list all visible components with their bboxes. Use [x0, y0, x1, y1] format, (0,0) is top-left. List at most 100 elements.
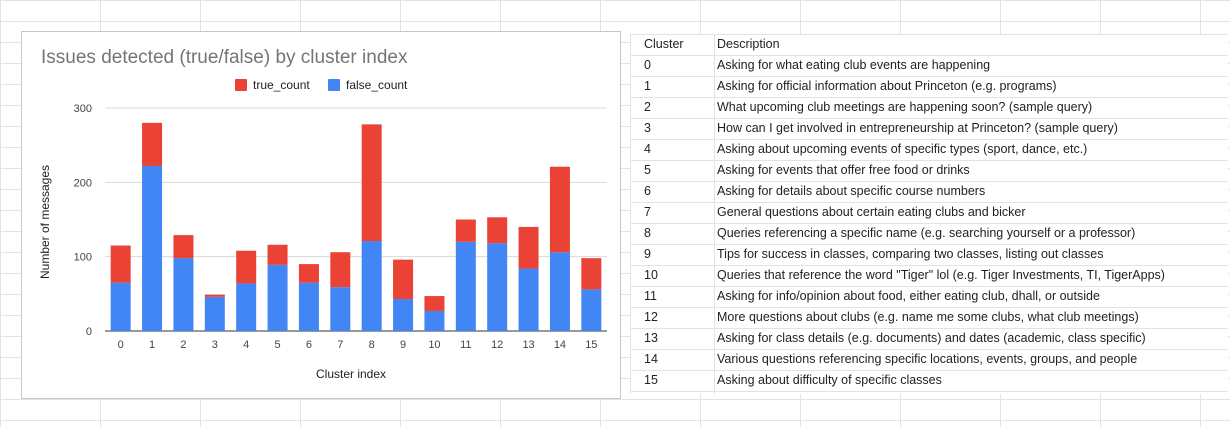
bar-true-count-12	[487, 217, 508, 244]
bar-false-count-13	[518, 268, 539, 331]
x-tick-label: 9	[400, 339, 406, 351]
x-axis-title: Cluster index	[316, 367, 386, 381]
table-row: 11 Asking for info/opinion about food, ei…	[630, 286, 1228, 307]
legend-label-true-count: true_count	[253, 78, 310, 92]
cell-cluster: 3	[644, 121, 651, 135]
bar-true-count-5	[267, 244, 288, 265]
cell-cluster: 4	[644, 142, 651, 156]
bar-false-count-3	[204, 296, 225, 331]
bar-false-count-6	[298, 282, 319, 331]
bar-false-count-8	[361, 241, 382, 331]
y-tick-label: 100	[74, 252, 92, 264]
legend-swatch-true-count	[235, 79, 247, 91]
table-row: 4 Asking about upcoming events of specifi…	[630, 139, 1228, 160]
cell-description: Asking for what eating club events are h…	[717, 58, 991, 72]
stacked-bar-chart: Issues detected (true/false) by cluster …	[38, 47, 607, 381]
x-tick-label: 10	[428, 339, 440, 351]
y-tick-label: 300	[74, 103, 92, 115]
bar-true-count-2	[173, 235, 194, 259]
table-row: 14 Various questions referencing specific…	[630, 349, 1228, 370]
header-description: Description	[717, 37, 780, 51]
bar-true-count-9	[393, 259, 414, 300]
table-row: 12 More questions about clubs (e.g. name …	[630, 307, 1228, 328]
bar-true-count-6	[298, 264, 319, 283]
header-cluster: Cluster	[644, 37, 684, 51]
cell-description: Tips for success in classes, comparing t…	[717, 247, 1104, 261]
legend-label-false-count: false_count	[346, 78, 408, 92]
cell-cluster: 10	[644, 268, 658, 282]
bar-false-count-14	[549, 252, 570, 331]
chart-panel[interactable]: Issues detected (true/false) by cluster …	[21, 31, 621, 399]
cluster-description-table: Cluster Description 0 Asking for what eat…	[630, 34, 1228, 394]
cell-description: What upcoming club meetings are happenin…	[717, 100, 1093, 114]
cell-cluster: 15	[644, 373, 658, 387]
cell-description: Asking for details about specific course…	[717, 184, 986, 198]
x-tick-label: 14	[554, 339, 566, 351]
legend-swatch-false-count	[328, 79, 340, 91]
x-tick-label: 4	[243, 339, 249, 351]
bar-false-count-9	[393, 299, 414, 331]
bar-true-count-8	[361, 124, 382, 242]
cell-description: Asking about difficulty of specific clas…	[717, 373, 942, 387]
bar-false-count-7	[330, 287, 351, 331]
y-tick-labels: 0 100 200 300	[74, 103, 92, 338]
bar-true-count-7	[330, 252, 351, 288]
cell-cluster: 7	[644, 205, 651, 219]
x-tick-labels: 0 1 2 3 4 5 6 7 8 9 10 11 12 13 14 15	[118, 339, 598, 351]
table-header-row: Cluster Description	[630, 34, 1228, 55]
cell-cluster: 12	[644, 310, 658, 324]
bar-true-count-15	[581, 258, 602, 290]
cell-cluster: 2	[644, 100, 651, 114]
cell-description: Queries that reference the word "Tiger" …	[717, 268, 1165, 282]
table-row: 3 How can I get involved in entrepreneurs…	[630, 118, 1228, 139]
bar-false-count-2	[173, 258, 194, 331]
cell-description: Asking for official information about Pr…	[717, 79, 1057, 93]
x-tick-label: 12	[491, 339, 503, 351]
cell-cluster: 5	[644, 163, 651, 177]
bar-true-count-1	[142, 122, 163, 166]
table-row: 0 Asking for what eating club events are …	[630, 55, 1228, 76]
table-row: 6 Asking for details about specific cours…	[630, 181, 1228, 202]
table-row: 2 What upcoming club meetings are happeni…	[630, 97, 1228, 118]
x-tick-label: 5	[275, 339, 281, 351]
cell-cluster: 14	[644, 352, 658, 366]
cell-description: Asking for class details (e.g. documents…	[717, 331, 1146, 345]
cell-cluster: 11	[644, 289, 657, 303]
cell-description: Asking about upcoming events of specific…	[717, 142, 1088, 156]
x-tick-label: 1	[149, 339, 155, 351]
table-row: 8 Queries referencing a specific name (e.…	[630, 223, 1228, 244]
legend: true_count false_count	[235, 78, 408, 92]
cell-description: Asking for info/opinion about food, eith…	[717, 289, 1100, 303]
bar-true-count-10	[424, 296, 445, 311]
y-axis-title: Number of messages	[38, 165, 52, 279]
cell-description: Asking for events that offer free food o…	[717, 163, 970, 177]
cell-cluster: 8	[644, 226, 651, 240]
cell-description: Queries referencing a specific name (e.g…	[717, 226, 1136, 240]
x-tick-label: 7	[337, 339, 343, 351]
cell-description: General questions about certain eating c…	[717, 205, 1026, 219]
y-tick-label: 200	[74, 177, 92, 189]
bar-true-count-3	[204, 294, 225, 297]
x-tick-label: 2	[180, 339, 186, 351]
x-tick-label: 13	[522, 339, 534, 351]
bar-false-count-15	[581, 289, 602, 331]
table-row: 7 General questions about certain eating …	[630, 202, 1228, 223]
y-tick-label: 0	[86, 326, 92, 338]
bar-true-count-13	[518, 226, 539, 269]
x-tick-label: 3	[212, 339, 218, 351]
cell-description: Various questions referencing specific l…	[717, 352, 1138, 366]
bar-false-count-5	[267, 264, 288, 331]
bar-false-count-10	[424, 310, 445, 331]
x-tick-label: 0	[118, 339, 124, 351]
table-row: 1 Asking for official information about P…	[630, 76, 1228, 97]
table-row: 13 Asking for class details (e.g. documen…	[630, 328, 1228, 349]
bar-false-count-4	[236, 283, 257, 331]
bar-true-count-11	[455, 219, 476, 242]
x-tick-label: 15	[585, 339, 597, 351]
table-row: 9 Tips for success in classes, comparing …	[630, 244, 1228, 265]
cell-cluster: 0	[644, 58, 651, 72]
bar-true-count-4	[236, 250, 257, 284]
table-row: 5 Asking for events that offer free food …	[630, 160, 1228, 181]
bar-true-count-14	[549, 166, 570, 253]
bar-false-count-12	[487, 243, 508, 331]
